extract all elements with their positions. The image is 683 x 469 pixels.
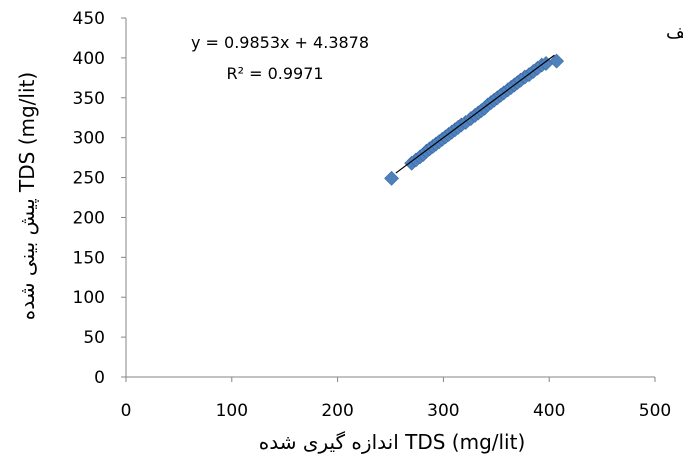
y-tick-label: 50 <box>83 328 105 348</box>
x-tick-label: 400 <box>533 401 565 421</box>
y-tick-label: 150 <box>73 248 105 268</box>
y-tick-label: 450 <box>73 9 105 29</box>
panel-label: الف <box>666 22 683 43</box>
x-axis-title: TDS (mg/lit) اندازه گیری شده <box>259 430 526 454</box>
data-point <box>384 170 399 186</box>
x-tick-label: 100 <box>216 401 248 421</box>
x-tick-label: 200 <box>321 401 353 421</box>
x-tick-label: 0 <box>121 401 132 421</box>
y-tick-label: 100 <box>73 288 105 308</box>
y-tick-label: 400 <box>73 49 105 69</box>
y-tick-label: 300 <box>73 129 105 149</box>
trendline-group <box>395 54 555 174</box>
axes <box>125 18 655 378</box>
x-tick-label: 500 <box>639 401 671 421</box>
trendline <box>395 54 555 174</box>
y-axis-title: TDS (mg/lit) پیش بینی شده <box>15 72 40 320</box>
data-point <box>549 53 565 69</box>
x-tick-label: 300 <box>427 401 459 421</box>
y-tick-labels: 0 50 100 150 200 250 300 350 400 450 <box>73 9 126 388</box>
data-points <box>384 53 565 186</box>
y-tick-label: 200 <box>73 208 105 228</box>
x-tick-labels: 0 100 200 300 400 500 <box>121 377 671 421</box>
r-squared-label: R² = 0.9971 <box>226 64 323 83</box>
trendline-equation: y = 0.9853x + 4.3878 <box>191 33 369 52</box>
y-tick-label: 250 <box>73 169 105 189</box>
y-tick-label: 350 <box>73 89 105 109</box>
y-tick-label: 0 <box>94 368 105 388</box>
